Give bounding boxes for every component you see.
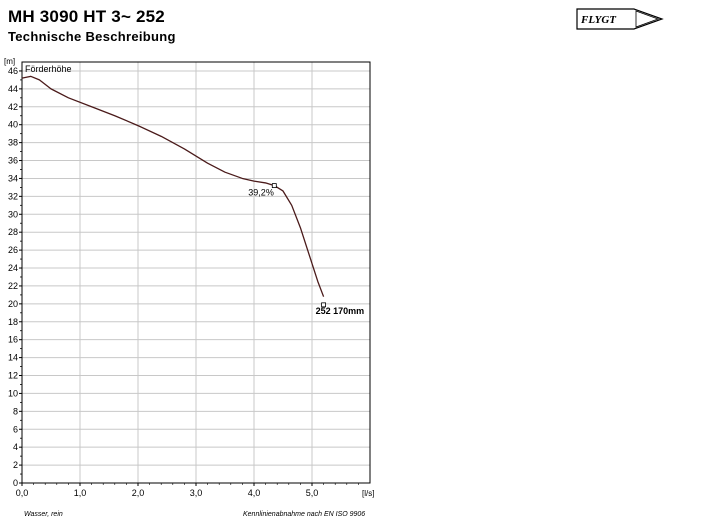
x-tick-label: 2,0 xyxy=(132,488,145,498)
y-tick-label: 46 xyxy=(8,66,18,76)
y-tick-label: 22 xyxy=(8,281,18,291)
y-tick-label: 10 xyxy=(8,388,18,398)
footer-medium-note: Wasser, rein xyxy=(24,511,63,518)
flygt-logo: FLYGT xyxy=(576,8,664,30)
y-tick-label: 8 xyxy=(13,406,18,416)
y-tick-label: 2 xyxy=(13,460,18,470)
y-tick-label: 20 xyxy=(8,299,18,309)
logo-text: FLYGT xyxy=(580,14,617,26)
y-tick-label: 44 xyxy=(8,84,18,94)
x-tick-label: 3,0 xyxy=(190,488,203,498)
chart-title: Förderhöhe xyxy=(25,64,72,74)
x-tick-label: 1,0 xyxy=(74,488,87,498)
y-tick-label: 18 xyxy=(8,317,18,327)
y-axis-unit: [m] xyxy=(4,57,15,66)
y-tick-label: 40 xyxy=(8,120,18,130)
y-tick-label: 0 xyxy=(13,478,18,488)
y-tick-label: 38 xyxy=(8,138,18,148)
y-tick-label: 14 xyxy=(8,353,18,363)
page-title: MH 3090 HT 3~ 252 xyxy=(8,7,165,26)
y-tick-label: 16 xyxy=(8,335,18,345)
bep-marker xyxy=(271,183,277,189)
y-tick-label: 24 xyxy=(8,263,18,273)
x-tick-label: 0,0 xyxy=(16,488,29,498)
x-tick-label: 5,0 xyxy=(306,488,319,498)
y-tick-label: 12 xyxy=(8,371,18,381)
y-tick-label: 42 xyxy=(8,102,18,112)
y-tick-label: 28 xyxy=(8,227,18,237)
x-tick-label: 4,0 xyxy=(248,488,261,498)
y-tick-label: 36 xyxy=(8,156,18,166)
bep-label: 39,2% xyxy=(248,188,274,198)
y-tick-label: 34 xyxy=(8,173,18,183)
page-subtitle: Technische Beschreibung xyxy=(8,29,176,44)
y-tick-label: 30 xyxy=(8,209,18,219)
series-name-label: 252 170mm xyxy=(316,306,365,316)
series-line xyxy=(21,75,325,297)
footer-standard-note: Kennlinienabnahme nach EN ISO 9906 xyxy=(243,511,366,518)
y-tick-label: 4 xyxy=(13,442,18,452)
y-tick-label: 26 xyxy=(8,245,18,255)
curve-end-marker xyxy=(321,302,327,308)
y-tick-label: 6 xyxy=(13,424,18,434)
x-axis-unit: [l/s] xyxy=(362,489,374,498)
y-tick-label: 32 xyxy=(8,191,18,201)
